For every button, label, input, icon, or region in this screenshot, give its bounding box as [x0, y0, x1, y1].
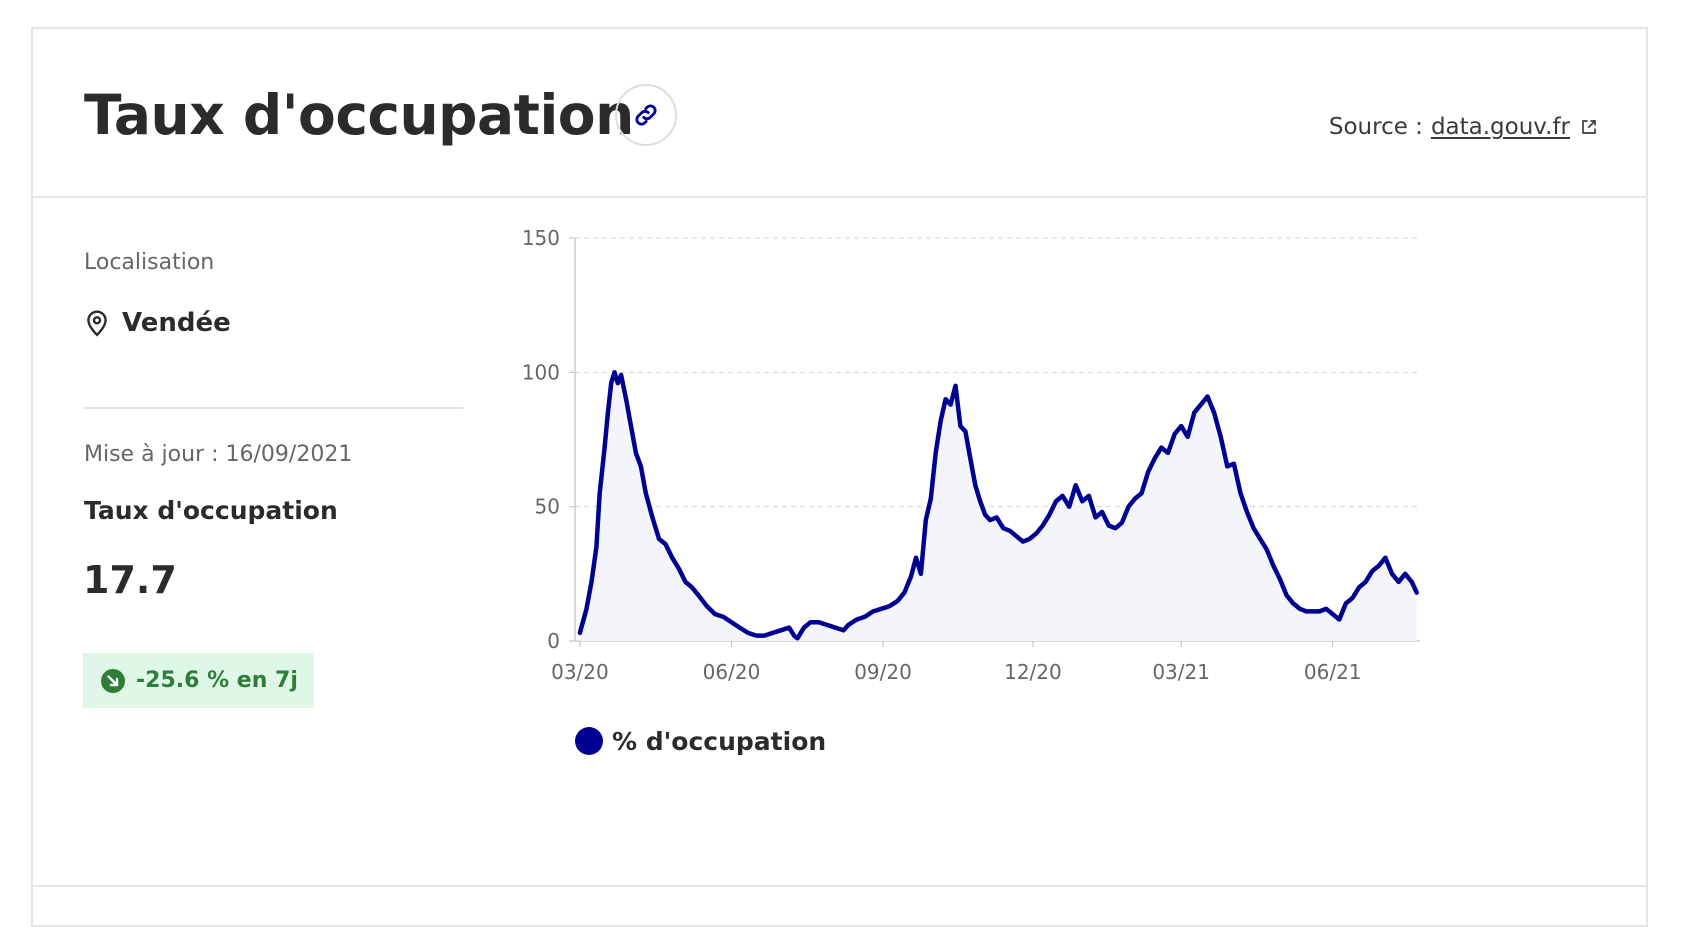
- x-tick-label: 12/20: [1004, 660, 1062, 684]
- link-icon: [635, 104, 657, 126]
- card-header: Taux d'occupation Source : data.gouv.fr: [33, 29, 1646, 198]
- copy-link-button[interactable]: [615, 84, 677, 146]
- x-tick-label: 03/21: [1152, 660, 1210, 684]
- sidebar-divider: [83, 407, 463, 409]
- location-name: Vendée: [122, 308, 231, 338]
- update-date: Mise à jour : 16/09/2021: [84, 442, 353, 467]
- source-link[interactable]: data.gouv.fr: [1430, 114, 1570, 140]
- source-info: Source : data.gouv.fr: [1329, 114, 1598, 140]
- series-line: [577, 370, 1419, 641]
- occupation-chart: 0 50 100 150 03/20 06/20 09/20 12/20 03/21 06/21%…: [522, 226, 1420, 756]
- trend-badge: -25.6 % en 7j: [83, 653, 314, 708]
- location-value: Vendée: [84, 308, 231, 338]
- card-bottom-divider: [33, 885, 1646, 887]
- x-tick-label: 06/21: [1304, 660, 1362, 684]
- occupation-card: Taux d'occupation Source : data.gouv.fr …: [31, 27, 1648, 927]
- y-tick-label: 50: [535, 495, 560, 519]
- map-pin-icon: [87, 310, 107, 337]
- y-tick-label: 100: [522, 360, 560, 384]
- source-prefix: Source :: [1328, 114, 1423, 140]
- trend-text: -25.6 % en 7j: [136, 668, 298, 693]
- location-label: Localisation: [84, 250, 215, 275]
- y-tick-label: 150: [522, 226, 560, 250]
- y-tick-label: 0: [547, 629, 560, 653]
- legend-marker: [575, 727, 603, 755]
- arrow-down-right-icon: [101, 668, 125, 693]
- x-tick-label: 03/20: [551, 660, 609, 684]
- external-link-icon: [1582, 120, 1596, 134]
- metric-value: 17.7: [83, 558, 177, 602]
- metric-label: Taux d'occupation: [84, 496, 338, 525]
- page-title: Taux d'occupation: [84, 83, 634, 147]
- x-tick-label: 09/20: [854, 660, 912, 684]
- legend-label: % d'occupation: [612, 727, 826, 756]
- x-tick-label: 06/20: [703, 660, 761, 684]
- series-area: [579, 372, 1417, 641]
